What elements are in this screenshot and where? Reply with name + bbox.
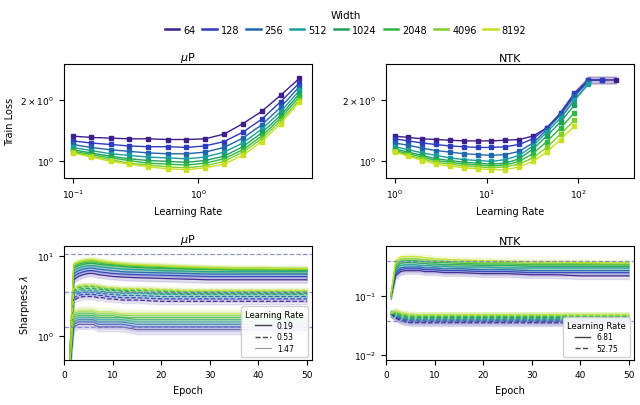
- X-axis label: Learning Rate: Learning Rate: [154, 206, 222, 216]
- Title: NTK: NTK: [499, 54, 521, 64]
- Y-axis label: Train Loss: Train Loss: [4, 98, 15, 146]
- X-axis label: Epoch: Epoch: [495, 385, 525, 394]
- Title: NTK: NTK: [499, 236, 521, 246]
- Legend: 0.19, 0.53, 1.47: 0.19, 0.53, 1.47: [241, 306, 308, 357]
- Legend: 64, 128, 256, 512, 1024, 2048, 4096, 8192: 64, 128, 256, 512, 1024, 2048, 4096, 819…: [161, 7, 531, 39]
- Title: $\mu$P: $\mu$P: [180, 51, 196, 65]
- Legend: 6.81, 52.75: 6.81, 52.75: [563, 318, 630, 357]
- X-axis label: Epoch: Epoch: [173, 385, 203, 394]
- Y-axis label: Sharpness $\lambda$: Sharpness $\lambda$: [17, 273, 31, 334]
- X-axis label: Learning Rate: Learning Rate: [476, 206, 544, 216]
- Title: $\mu$P: $\mu$P: [180, 233, 196, 247]
